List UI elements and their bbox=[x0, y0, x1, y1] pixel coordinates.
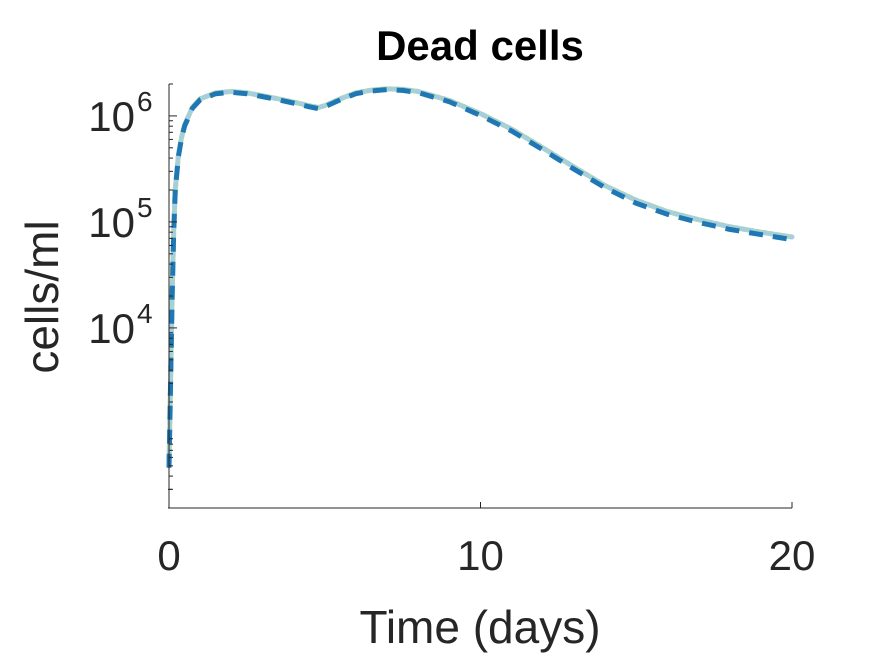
series-layer bbox=[166, 86, 795, 469]
y-tick-exponent: 4 bbox=[137, 298, 153, 329]
x-tick-label: 10 bbox=[457, 532, 504, 579]
y-tick-base: 10 bbox=[88, 93, 135, 140]
y-tick-label: 10 5 bbox=[88, 192, 152, 246]
y-tick-label: 10 6 bbox=[88, 86, 152, 140]
y-tick-label: 10 4 bbox=[88, 298, 152, 352]
x-tick-label: 20 bbox=[769, 532, 816, 579]
y-tick-base: 10 bbox=[88, 199, 135, 246]
y-axis-label: cells/ml bbox=[16, 220, 68, 373]
y-tick-exponent: 5 bbox=[137, 192, 153, 223]
chart-title: Dead cells bbox=[376, 22, 584, 69]
y-tick-base: 10 bbox=[88, 305, 135, 352]
y-tick-exponent: 6 bbox=[137, 86, 153, 117]
x-axis-label: Time (days) bbox=[359, 601, 600, 653]
series-line-2 bbox=[166, 86, 795, 469]
series-line-3 bbox=[166, 87, 793, 468]
x-tick-label: 0 bbox=[157, 532, 180, 579]
series-line-1 bbox=[166, 86, 793, 466]
